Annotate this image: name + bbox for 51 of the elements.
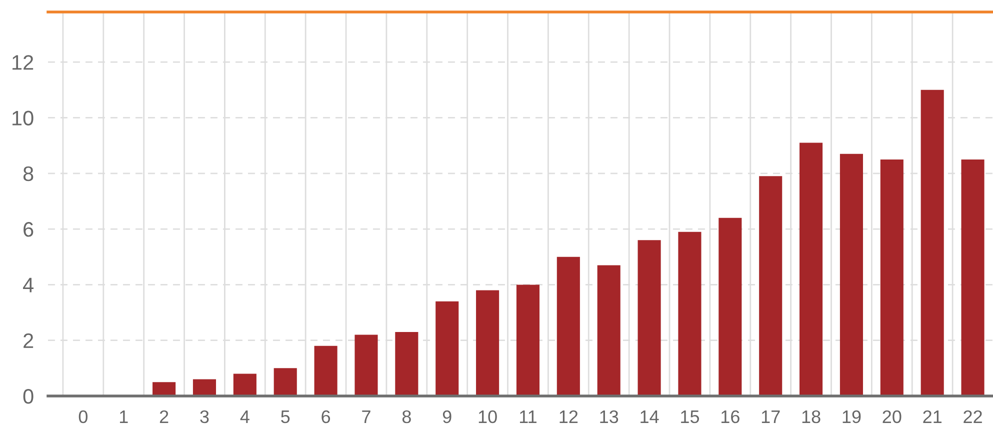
- x-tick-label: 5: [281, 410, 290, 424]
- y-tick-label: 4: [23, 278, 34, 292]
- x-tick-label: 17: [762, 410, 780, 423]
- x-tick-label: 9: [442, 410, 452, 424]
- x-tick-label: 0: [78, 410, 88, 424]
- bar: [678, 232, 702, 396]
- x-tick-label: 6: [322, 410, 330, 424]
- x-tick-label: 21: [923, 410, 942, 423]
- y-tick-label: 6: [24, 222, 34, 237]
- bar: [476, 290, 500, 396]
- bar: [516, 284, 540, 396]
- y-tick-label: 0: [23, 389, 34, 404]
- x-tick-label: 15: [681, 410, 700, 424]
- bar: [152, 382, 176, 396]
- bar: [192, 379, 216, 396]
- x-tick-label: 12: [560, 410, 578, 423]
- y-tick-label: 2: [24, 333, 34, 348]
- x-tick-label: 13: [600, 410, 618, 424]
- bar: [395, 332, 418, 396]
- bar: [880, 159, 904, 396]
- x-tick-label: 2: [160, 410, 168, 423]
- bar: [718, 218, 742, 396]
- bar: [354, 334, 378, 396]
- bar: [920, 90, 944, 396]
- x-tick-label: 19: [842, 410, 861, 424]
- x-tick-label: 3: [200, 410, 209, 424]
- bar: [597, 265, 620, 396]
- x-tick-label: 14: [640, 410, 659, 423]
- x-tick-label: 18: [802, 410, 820, 424]
- x-tick-label: 11: [520, 410, 536, 423]
- x-tick-label: 8: [402, 410, 411, 424]
- x-tick-label: 7: [362, 410, 370, 423]
- y-tick-label: 10: [12, 110, 34, 126]
- bar: [800, 142, 823, 396]
- bar: [840, 154, 863, 396]
- bar: [314, 346, 338, 396]
- bar: [233, 374, 256, 396]
- y-tick-label: 8: [23, 166, 34, 182]
- bar: [961, 159, 984, 396]
- x-tick-label: 16: [722, 410, 740, 424]
- y-tick-label: 12: [12, 55, 34, 70]
- bar: [274, 368, 297, 396]
- bar: [436, 301, 459, 396]
- x-tick-label: 4: [240, 410, 250, 423]
- x-tick-label: 10: [478, 410, 497, 424]
- bar: [556, 256, 580, 396]
- bar: [759, 176, 782, 396]
- x-tick-label: 1: [120, 410, 128, 423]
- x-tick-label: 22: [964, 410, 982, 423]
- x-tick-label: 20: [882, 410, 902, 424]
- bar: [638, 240, 661, 396]
